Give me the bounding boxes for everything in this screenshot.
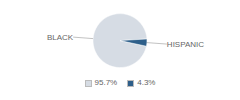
svg-text:BLACK: BLACK xyxy=(47,33,74,42)
html-text:95.7%: 95.7% xyxy=(94,78,118,87)
html-text:4.3%: 4.3% xyxy=(137,78,156,87)
svg-text:HISPANIC: HISPANIC xyxy=(167,40,204,49)
